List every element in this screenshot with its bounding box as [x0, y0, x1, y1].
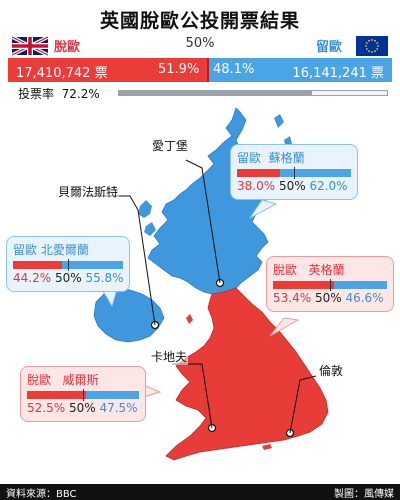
- turnout-fill: [119, 91, 313, 95]
- midpoint-marker: [68, 259, 69, 271]
- city-label-edinburgh: 愛丁堡: [151, 137, 190, 154]
- callout-scotland-pct: 38.0% 50% 62.0%: [237, 179, 348, 193]
- england-wales-region: [165, 287, 329, 461]
- remain-share-bar: [280, 169, 351, 177]
- source-text: 資料來源：BBC: [6, 489, 77, 500]
- footer: 資料來源：BBC 製圖：風傳媒: [0, 484, 400, 500]
- leave-share-bar: [8, 58, 208, 82]
- callout-england-bar: [273, 279, 387, 291]
- remain-pct: 48.1%: [213, 62, 255, 77]
- eu-star-icon: [368, 39, 370, 42]
- remain-share-bar: [333, 281, 387, 289]
- leave-share-bar: [13, 261, 62, 269]
- leave-votes: 17,410,742 票: [16, 66, 108, 81]
- callout-wales-title: 脫歐 威爾斯: [27, 373, 99, 387]
- remain-share-bar: [61, 261, 123, 269]
- callout-england-pct: 53.4% 50% 46.6%: [273, 291, 384, 305]
- eu-star-icon: [377, 45, 379, 47]
- midpoint-marker: [83, 389, 84, 401]
- scotland-callout-pointer: [249, 199, 278, 219]
- callout-wales-pct: 52.5% 50% 47.5%: [27, 401, 138, 415]
- result-header: 脫歐 50% 留歐: [8, 34, 392, 56]
- callout-scotland: 留歐 蘇格蘭 38.0% 50% 62.0%: [230, 144, 358, 200]
- callout-england-title: 脫歐 英格蘭: [273, 263, 345, 277]
- callout-england: 脫歐 英格蘭 53.4% 50% 46.6%: [266, 256, 394, 312]
- isle-of-wight: [262, 444, 272, 450]
- midpoint-marker: [207, 58, 210, 82]
- eu-flag-icon: [356, 36, 388, 56]
- isle-of-man: [186, 314, 193, 324]
- callout-ni-title: 留歐 北愛爾蘭: [13, 243, 89, 257]
- eu-star-icon: [365, 48, 368, 50]
- leave-share-bar: [273, 281, 334, 289]
- city-label-cardiff: 卡地夫: [150, 348, 189, 365]
- national-result-bar: 17,410,742 票 51.9% 48.1% 16,141,241 票: [8, 58, 392, 82]
- remain-label: 留歐: [315, 40, 342, 55]
- turnout-row: 投票率 72.2%: [8, 84, 392, 102]
- london-leader: [289, 375, 317, 434]
- remain-share-bar: [85, 391, 139, 399]
- eu-star-icon: [365, 42, 368, 44]
- edinburgh-leader: [185, 159, 221, 284]
- midpoint-label: 50%: [185, 36, 215, 51]
- page-title: 英國脫歐公投開票結果: [99, 10, 300, 32]
- callout-ni-bar: [13, 259, 123, 271]
- credit-text: 製圖：風傳媒: [334, 489, 394, 500]
- callout-wales: 脫歐 威爾斯 52.5% 50% 47.5%: [20, 366, 146, 422]
- eu-star-icon: [374, 39, 376, 42]
- leave-label: 脫歐: [54, 40, 81, 55]
- eu-star-icon: [371, 51, 373, 53]
- callout-scotland-title: 留歐 蘇格蘭: [237, 151, 305, 165]
- uk-flag-icon: [12, 36, 48, 56]
- turnout-track: [118, 90, 388, 96]
- turnout-label: 投票率 72.2%: [18, 87, 100, 101]
- leave-pct: 51.9%: [158, 62, 200, 77]
- midpoint-marker: [330, 279, 331, 291]
- midpoint-marker: [294, 167, 295, 179]
- remain-votes: 16,141,241 票: [292, 66, 384, 81]
- leave-share-bar: [27, 391, 86, 399]
- city-label-belfast: 貝爾法斯特: [57, 183, 120, 200]
- remain-share-bar: [207, 58, 392, 82]
- city-label-london: 倫敦: [318, 362, 345, 379]
- callout-ni-pct: 44.2% 50% 55.8%: [13, 271, 124, 285]
- eu-star-icon: [371, 39, 373, 41]
- eu-star-icon: [376, 48, 379, 50]
- eu-star-icon: [374, 50, 376, 53]
- england-callout-pointer: [269, 317, 300, 337]
- callout-wales-bar: [27, 389, 139, 401]
- eu-star-icon: [376, 42, 379, 44]
- callout-scotland-bar: [237, 167, 351, 179]
- eu-star-icon: [365, 45, 367, 47]
- leave-share-bar: [237, 169, 281, 177]
- eu-star-icon: [368, 50, 370, 53]
- callout-northern-ireland: 留歐 北愛爾蘭 44.2% 50% 55.8%: [6, 236, 130, 292]
